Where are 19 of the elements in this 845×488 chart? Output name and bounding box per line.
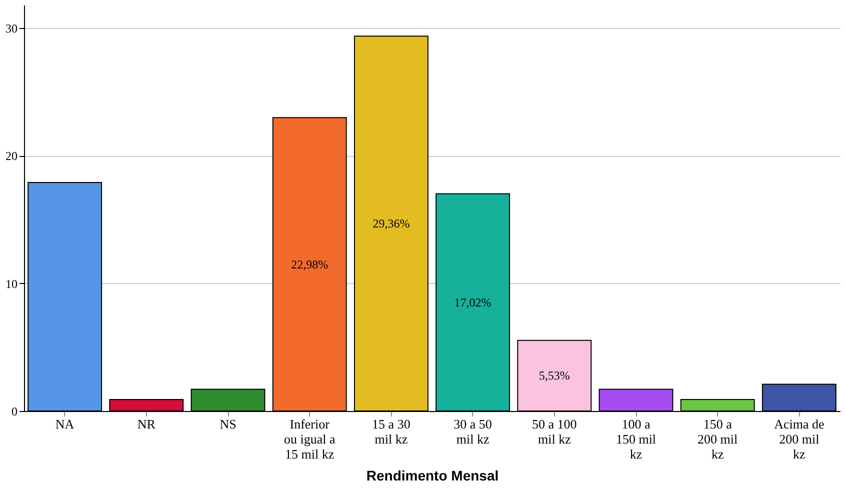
x-tick-label: 150 a 200 mil kz	[698, 416, 738, 462]
x-tick-label: Inferior ou igual a 15 mil kz	[284, 416, 336, 462]
y-tick-label: 10	[6, 276, 18, 291]
x-axis-title: Rendimento Mensal	[366, 468, 499, 484]
y-tick-label: 0	[12, 404, 18, 418]
x-tick-label: 30 a 50 mil kz	[454, 416, 492, 446]
y-tick-label: 20	[6, 149, 18, 164]
data-label: 17,02%	[454, 295, 492, 310]
x-tick-label: 50 a 100 mil kz	[532, 416, 577, 446]
x-tick-label: 15 a 30 mil kz	[372, 416, 410, 446]
x-tick-label: Acima de 200 mil kz	[774, 416, 825, 462]
x-tick-label: 100 a 150 mil kz	[616, 416, 656, 462]
data-label: 22,98%	[291, 257, 328, 272]
x-tick-label: NA	[55, 416, 75, 432]
data-label: 5,53%	[538, 368, 570, 383]
data-label: 29,36%	[372, 216, 410, 231]
x-tick-label: NS	[220, 416, 236, 432]
y-tick-label: 30	[6, 21, 18, 36]
x-tick-label: NR	[137, 416, 156, 432]
